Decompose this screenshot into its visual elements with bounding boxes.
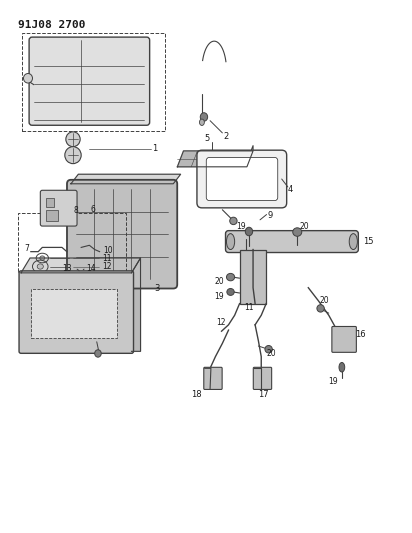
Ellipse shape [349, 233, 358, 249]
Polygon shape [131, 258, 140, 351]
Text: 20: 20 [300, 222, 309, 231]
Bar [239, 249, 266, 304]
Text: 12: 12 [216, 318, 226, 327]
Polygon shape [177, 151, 253, 167]
Text: 3: 3 [154, 284, 159, 293]
Text: 91J08 2700: 91J08 2700 [18, 20, 85, 30]
Bar [46, 211, 58, 221]
Ellipse shape [339, 362, 345, 372]
FancyBboxPatch shape [253, 367, 272, 390]
Text: 7: 7 [25, 244, 30, 253]
Bar [46, 198, 54, 207]
Ellipse shape [227, 233, 235, 249]
Text: 20: 20 [214, 277, 224, 286]
FancyBboxPatch shape [204, 367, 222, 390]
Ellipse shape [293, 228, 302, 236]
Polygon shape [202, 151, 282, 155]
Polygon shape [71, 174, 180, 184]
Text: 14: 14 [86, 264, 96, 273]
Bar [18, 214, 126, 272]
Text: 20: 20 [320, 296, 330, 305]
Text: 11: 11 [102, 254, 112, 263]
Text: 10: 10 [103, 246, 112, 255]
Text: 9: 9 [267, 211, 272, 220]
Ellipse shape [95, 350, 101, 357]
Text: 4: 4 [288, 185, 293, 194]
FancyBboxPatch shape [40, 190, 77, 226]
Text: 15: 15 [363, 237, 373, 246]
Bar [31, 289, 117, 338]
Ellipse shape [23, 74, 33, 83]
Ellipse shape [40, 256, 45, 260]
Text: 19: 19 [328, 377, 338, 386]
FancyBboxPatch shape [29, 37, 150, 125]
Text: 19: 19 [236, 222, 246, 231]
FancyBboxPatch shape [206, 157, 278, 200]
Ellipse shape [265, 345, 272, 353]
Ellipse shape [65, 147, 81, 164]
Text: 19: 19 [214, 292, 224, 301]
Ellipse shape [230, 217, 237, 224]
Text: 8: 8 [74, 206, 79, 215]
Text: 16: 16 [355, 330, 365, 339]
FancyBboxPatch shape [19, 271, 133, 353]
Text: 11: 11 [244, 303, 254, 312]
Text: 18: 18 [191, 390, 202, 399]
FancyBboxPatch shape [197, 150, 287, 208]
FancyBboxPatch shape [225, 231, 358, 253]
Ellipse shape [199, 119, 204, 125]
Ellipse shape [227, 288, 234, 295]
Text: 1: 1 [152, 144, 157, 154]
Polygon shape [247, 146, 253, 167]
Text: 20: 20 [267, 350, 276, 359]
Bar [22, 33, 165, 131]
Text: 17: 17 [258, 390, 269, 399]
FancyBboxPatch shape [332, 327, 356, 352]
Text: 6: 6 [91, 205, 96, 214]
Ellipse shape [37, 264, 43, 269]
Text: 13: 13 [62, 264, 72, 273]
Ellipse shape [66, 209, 75, 217]
Ellipse shape [66, 132, 80, 147]
Ellipse shape [245, 227, 253, 236]
Ellipse shape [200, 113, 208, 121]
Ellipse shape [227, 273, 235, 281]
Ellipse shape [317, 305, 324, 312]
FancyBboxPatch shape [67, 180, 177, 288]
Text: 5: 5 [205, 134, 210, 143]
Polygon shape [21, 258, 140, 273]
Text: 12: 12 [102, 262, 112, 271]
Text: 2: 2 [223, 132, 228, 141]
